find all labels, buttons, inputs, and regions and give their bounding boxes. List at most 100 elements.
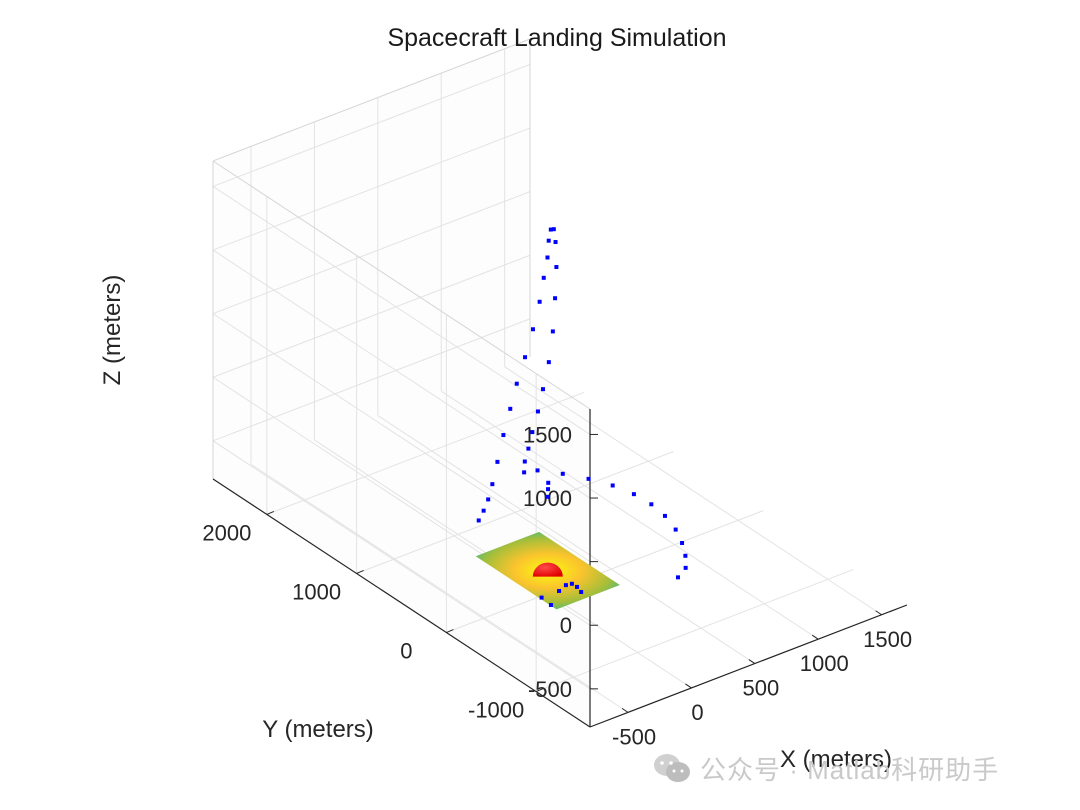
trajectory-point — [546, 487, 551, 492]
trajectory-point — [523, 355, 528, 360]
trajectory-point — [563, 583, 568, 588]
trajectory-point — [514, 381, 519, 386]
trajectory-point — [490, 482, 495, 487]
x-tick-label: 1500 — [863, 627, 912, 652]
z-gridline-left — [212, 440, 591, 690]
x-gridline-floor — [504, 366, 882, 616]
trajectory-point — [610, 483, 615, 488]
watermark-text: 公众号 · Matlab科研助手 — [700, 754, 1000, 785]
trajectory-point — [551, 227, 556, 232]
y-tick-mark — [266, 510, 275, 515]
trajectory-point — [546, 480, 551, 485]
y-tick-label: 2000 — [202, 520, 251, 545]
trajectory-point — [495, 459, 500, 464]
x-tick-label: 0 — [691, 700, 703, 725]
z-tick-label: 0 — [560, 613, 572, 638]
trajectory-point — [662, 513, 667, 518]
back-panel-yz — [213, 161, 590, 727]
trajectory-point — [683, 565, 688, 570]
trajectory-point — [522, 459, 527, 464]
y-tick-mark — [446, 629, 454, 633]
z-axis-label: Z (meters) — [99, 275, 126, 386]
trajectory-point — [539, 595, 544, 600]
y-tick-label: 0 — [400, 639, 412, 664]
y-axis-line — [212, 478, 591, 728]
trajectory-point — [631, 492, 636, 497]
trajectory-point — [554, 265, 559, 270]
trajectory-point — [545, 494, 550, 499]
trajectory-point — [501, 433, 506, 438]
trajectory-point — [680, 541, 685, 546]
x-tick-mark — [748, 659, 756, 664]
trajectory-point — [550, 329, 555, 334]
trajectory-point — [683, 553, 688, 558]
trajectory-point — [579, 590, 584, 595]
landing-target — [532, 562, 563, 577]
trajectory-point — [548, 602, 553, 607]
y-tick-mark — [535, 688, 544, 693]
x-tick-mark — [875, 610, 882, 616]
trajectory-point — [546, 238, 551, 243]
z-tick-label: 1500 — [523, 422, 572, 447]
z-tick-label: -500 — [528, 677, 572, 702]
trajectory-point — [586, 476, 591, 481]
x-gridline-floor — [377, 415, 756, 664]
x-tick-label: 500 — [742, 676, 779, 701]
wechat-icon — [654, 754, 690, 782]
x-gridline-floor — [440, 390, 819, 640]
trajectory-point — [535, 409, 540, 414]
y-tick-label: 1000 — [292, 579, 341, 604]
box-edge — [212, 160, 591, 410]
y-tick-label: -1000 — [468, 698, 524, 723]
x-tick-mark — [621, 707, 629, 713]
trajectory-point — [560, 471, 565, 476]
trajectory-point — [537, 299, 542, 304]
trajectory-point — [545, 255, 550, 260]
trajectory-point — [557, 589, 562, 594]
z-gridline-back — [212, 127, 531, 251]
trajectory-point — [481, 508, 486, 513]
trajectory-point — [574, 584, 579, 589]
trajectory-point — [522, 470, 527, 475]
y-gridline-floor — [446, 510, 764, 633]
z-gridline-left — [212, 249, 591, 499]
x-tick-label: 1000 — [800, 651, 849, 676]
z-gridline-back — [212, 254, 531, 378]
z-gridline-back — [212, 191, 531, 315]
trajectory-point — [541, 275, 546, 280]
x-tick-mark — [811, 634, 819, 640]
trajectory-point — [541, 387, 546, 392]
x-axis-line — [589, 604, 908, 728]
trajectory-point — [486, 497, 491, 502]
x-axis-label: X (meters) — [780, 746, 892, 773]
y-axis-label: Y (meters) — [262, 716, 374, 743]
trajectory-point — [535, 468, 540, 473]
trajectory-point — [649, 502, 654, 507]
z-gridline-back — [212, 318, 531, 442]
z-gridline-left — [212, 313, 591, 563]
trajectory-point — [508, 406, 513, 411]
z-gridline-left — [212, 186, 591, 435]
x-tick-mark — [685, 683, 692, 689]
watermark: 公众号 · Matlab科研助手 — [652, 748, 999, 788]
trajectory-point — [673, 527, 678, 532]
x-gridline-floor — [250, 463, 629, 713]
chart-title: Spacecraft Landing Simulation — [387, 24, 726, 52]
trajectory-point — [530, 327, 535, 332]
y-tick-mark — [356, 570, 364, 574]
trajectory-point — [553, 240, 558, 245]
trajectory-point — [569, 581, 574, 586]
trajectory-point — [526, 446, 531, 451]
trajectory-point — [530, 430, 535, 435]
x-tick-label: -500 — [612, 724, 656, 749]
z-gridline-back — [212, 63, 531, 187]
box-edge — [212, 38, 531, 162]
trajectory-point — [546, 360, 551, 365]
y-gridline-floor — [535, 569, 854, 693]
trajectory-point — [553, 296, 558, 301]
trajectory-point — [675, 575, 680, 580]
trajectory-point — [476, 518, 481, 523]
trajectory-point — [548, 227, 553, 232]
